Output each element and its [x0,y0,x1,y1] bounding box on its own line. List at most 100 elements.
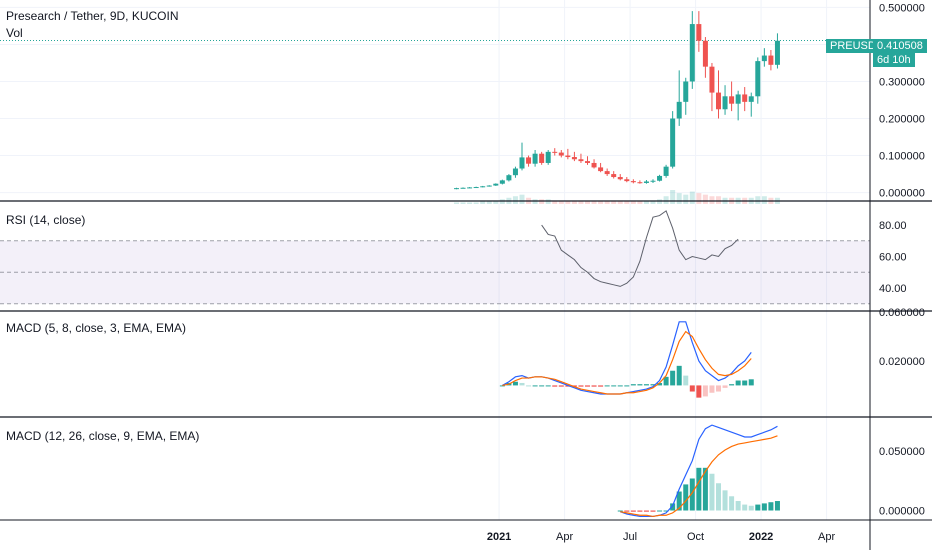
rsi-line [541,210,739,287]
volume-bar [676,193,682,204]
macd-fast-histogram-bar [519,382,525,386]
candle-body [748,96,754,102]
macd-slow-histogram-bar [761,503,767,511]
macd-fast-histogram-bar [585,385,590,387]
macd-slow-histogram-bar [768,502,774,511]
candle-body [742,94,748,102]
macd-fast-histogram-bar [558,385,564,387]
candle-body [473,187,479,189]
macd-slow-histogram-bar [729,496,735,511]
volume-bar [663,196,669,204]
macd-slow-histogram-bar [755,504,761,511]
macd-fast-histogram-bar [676,365,682,386]
candle-body [519,157,525,169]
volume-bar [657,199,663,204]
symbol-badge: PREUSDT [826,39,887,53]
candle-body [702,40,708,67]
volume-bar [611,200,617,204]
volume-bar [519,194,525,204]
candle-body [499,180,505,184]
candle-body [637,182,643,184]
last-price-badge: 0.410508 [873,39,927,53]
candle-body [670,118,676,167]
macd-fast-histogram-bar [604,385,610,387]
macd-slow-histogram-bar [774,501,780,511]
volume-bar [604,200,610,204]
volume-bar [460,202,466,204]
candle-body [539,153,545,163]
time-tick-label: Oct [687,531,704,543]
bar-countdown-badge: 6d 10h [873,53,915,67]
candle-body [755,61,761,97]
candle-body [506,175,512,181]
macd-fast-histogram-bar [637,384,643,386]
candle-body [709,66,715,93]
macd-slow-histogram-bar [643,510,649,512]
candle-body [768,55,774,65]
time-tick-label: Jul [623,531,637,543]
candle-body [716,92,721,110]
candle-body [552,151,558,153]
volume-bar [539,199,545,204]
macd-slow-histogram-bar [716,483,721,511]
macd-slow-histogram-bar [702,467,708,511]
macd-fast-histogram-bar [499,385,505,387]
volume-bar [571,200,577,204]
time-tick-label: Apr [818,531,835,543]
candle-body [696,24,702,41]
rsi-tick-label: 80.00 [879,220,907,232]
macd-fast-histogram-bar [735,380,741,386]
macd-fast-title: MACD (5, 8, close, 3, EMA, EMA) [6,321,187,335]
macd-fast-histogram-bar [630,384,636,386]
volume-bar [486,200,492,204]
macd-fast-histogram-bar [689,385,695,392]
volume-bar [696,193,702,204]
macd-slow-histogram-bar [637,510,643,512]
candle-body [486,185,492,187]
volume-bar [709,196,715,204]
candle-body [611,174,617,178]
volume-bar [716,196,721,204]
macd-fast-histogram-bar [598,385,604,387]
macd-slow-histogram-bar [624,510,630,512]
macd-fast-tick-label: 0.020000 [879,356,925,368]
candle-body [624,179,630,182]
candle-body [558,152,564,156]
candle-body [467,187,473,189]
volume-bar [565,200,571,204]
macd-fast-histogram-bar [748,379,754,386]
volume-bar [637,200,643,204]
macd-fast-histogram-bar [696,385,702,398]
candle-body [650,180,656,182]
macd-slow-histogram-bar [689,478,695,511]
macd-slow-histogram-bar [696,467,702,511]
volume-bar [624,200,630,204]
macd-slow-histogram-bar [709,473,715,511]
macd-fast-signal-line [502,330,752,395]
volume-label: Vol [6,26,23,40]
price-tick-label: 0.200000 [879,114,925,126]
macd-slow-histogram-bar [683,484,689,511]
macd-slow-histogram-bar [742,504,748,511]
macd-fast-histogram-bar [545,385,551,387]
macd-fast-histogram-bar [578,385,584,387]
macd-slow-histogram-bar [722,490,728,511]
volume-bar [512,196,518,204]
price-tick-label: 0.500000 [879,2,925,14]
price-tick-label: 0.300000 [879,76,925,88]
macd-fast-histogram-bar [657,382,663,386]
candle-body [571,157,577,160]
macd-fast-histogram-bar [552,385,558,387]
macd-fast-histogram-bar [624,385,630,387]
macd-fast-histogram-bar [617,385,623,387]
candle-body [630,181,636,183]
volume-bar [702,194,708,204]
candle-body [545,151,551,163]
volume-bar [493,200,499,204]
macd-fast-histogram-bar [643,384,649,386]
candle-body [689,24,695,82]
candle-body [774,40,780,65]
volume-bar [630,200,636,204]
volume-bar [598,200,604,204]
